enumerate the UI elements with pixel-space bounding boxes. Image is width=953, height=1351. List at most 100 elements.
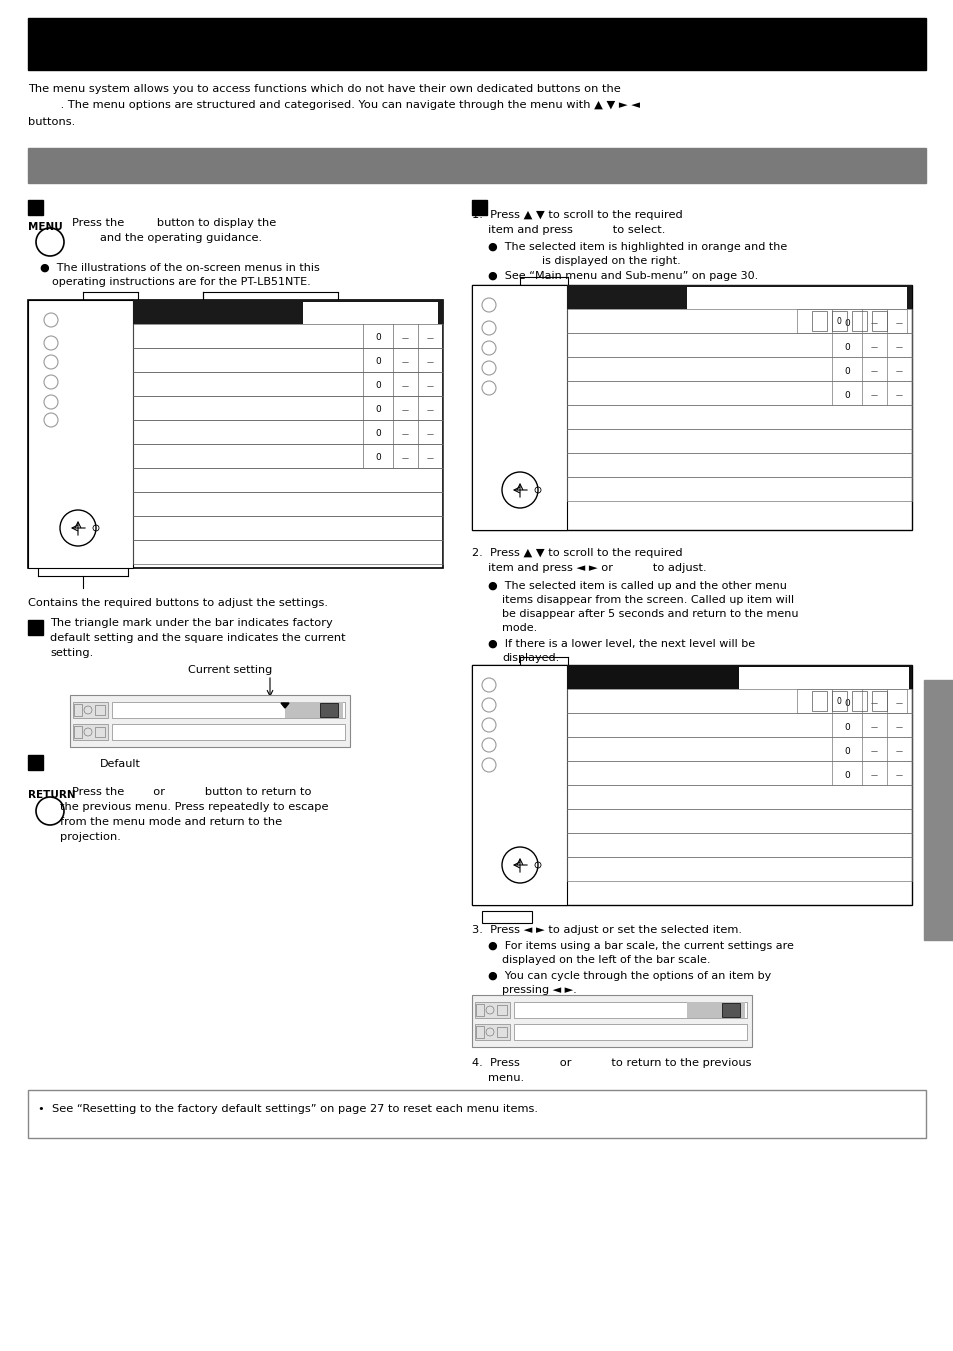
Bar xyxy=(796,689,906,713)
Polygon shape xyxy=(281,703,289,708)
Text: —: — xyxy=(895,345,902,350)
Text: —: — xyxy=(895,320,902,326)
Bar xyxy=(132,540,442,563)
Text: projection.: projection. xyxy=(60,832,121,842)
Text: ●  The selected item is highlighted in orange and the: ● The selected item is highlighted in or… xyxy=(488,242,786,253)
Text: —: — xyxy=(427,382,434,389)
Bar xyxy=(132,324,442,349)
Text: 0: 0 xyxy=(375,334,380,343)
Bar xyxy=(472,994,751,1047)
Bar xyxy=(739,667,908,689)
Bar xyxy=(831,311,846,331)
Bar xyxy=(566,430,911,453)
Text: mode.: mode. xyxy=(501,623,537,634)
Text: 0: 0 xyxy=(843,698,849,708)
Text: 0: 0 xyxy=(843,723,849,731)
Text: —: — xyxy=(401,455,409,461)
Bar xyxy=(497,1027,506,1038)
Bar xyxy=(132,372,442,396)
Bar xyxy=(566,405,911,430)
Bar xyxy=(497,1005,506,1015)
Text: pressing ◄ ►.: pressing ◄ ►. xyxy=(501,985,577,994)
Bar xyxy=(811,311,826,331)
Text: ●  See “Main menu and Sub-menu” on page 30.: ● See “Main menu and Sub-menu” on page 3… xyxy=(488,272,758,281)
Text: Default: Default xyxy=(99,759,140,769)
Text: 0: 0 xyxy=(843,319,849,327)
Bar xyxy=(566,285,911,309)
Bar xyxy=(70,694,350,747)
Text: —: — xyxy=(401,382,409,389)
Bar xyxy=(475,1024,510,1040)
Text: operating instructions are for the PT-LB51NTE.: operating instructions are for the PT-LB… xyxy=(52,277,311,286)
Text: 0: 0 xyxy=(836,697,841,707)
Bar xyxy=(303,303,437,324)
Text: —: — xyxy=(895,392,902,399)
Bar xyxy=(851,690,866,711)
Text: —: — xyxy=(895,724,902,730)
Text: ●  You can cycle through the options of an item by: ● You can cycle through the options of a… xyxy=(488,971,770,981)
Text: —: — xyxy=(870,724,877,730)
Text: —: — xyxy=(401,431,409,436)
Bar xyxy=(28,18,925,70)
Text: —: — xyxy=(870,771,877,778)
Bar xyxy=(566,689,911,713)
Bar xyxy=(476,1004,483,1016)
Bar xyxy=(132,516,442,540)
Text: from the menu mode and return to the: from the menu mode and return to the xyxy=(60,817,282,827)
Text: . The menu options are structured and categorised. You can navigate through the : . The menu options are structured and ca… xyxy=(28,100,639,109)
Bar xyxy=(132,492,442,516)
Bar xyxy=(811,690,826,711)
Text: •  See “Resetting to the factory default settings” on page 27 to reset each menu: • See “Resetting to the factory default … xyxy=(38,1104,537,1115)
Text: be disappear after 5 seconds and return to the menu: be disappear after 5 seconds and return … xyxy=(501,609,798,619)
Bar xyxy=(28,755,43,770)
Text: 3.  Press ◄ ► to adjust or set the selected item.: 3. Press ◄ ► to adjust or set the select… xyxy=(472,925,741,935)
Bar xyxy=(28,200,43,215)
Bar xyxy=(566,834,911,857)
Text: displayed on the left of the bar scale.: displayed on the left of the bar scale. xyxy=(501,955,710,965)
Text: —: — xyxy=(427,335,434,340)
Bar xyxy=(319,703,337,717)
Text: 0: 0 xyxy=(843,747,849,755)
Bar xyxy=(871,690,886,711)
Bar xyxy=(28,620,43,635)
Text: 0: 0 xyxy=(843,770,849,780)
Bar xyxy=(721,1002,740,1017)
Bar xyxy=(566,809,911,834)
Bar xyxy=(566,738,911,761)
Bar xyxy=(481,911,532,923)
Bar xyxy=(475,1002,510,1019)
Bar xyxy=(74,704,82,716)
Bar xyxy=(472,665,566,905)
Bar xyxy=(566,857,911,881)
Bar xyxy=(74,725,82,738)
Text: —: — xyxy=(870,320,877,326)
Bar xyxy=(28,300,442,567)
Text: —: — xyxy=(427,431,434,436)
Bar xyxy=(132,396,442,420)
Bar xyxy=(923,680,953,940)
Text: Press the         button to display the: Press the button to display the xyxy=(71,218,276,228)
Bar xyxy=(476,1025,483,1038)
Text: items disappear from the screen. Called up item will: items disappear from the screen. Called … xyxy=(501,594,793,605)
Text: The menu system allows you to access functions which do not have their own dedic: The menu system allows you to access fun… xyxy=(28,84,620,95)
Bar xyxy=(285,703,343,717)
Text: —: — xyxy=(401,359,409,365)
Bar xyxy=(73,703,108,717)
Text: the previous menu. Press repeatedly to escape: the previous menu. Press repeatedly to e… xyxy=(60,802,328,812)
Bar xyxy=(95,727,105,738)
Text: ●  The illustrations of the on-screen menus in this: ● The illustrations of the on-screen men… xyxy=(40,263,319,273)
Text: —: — xyxy=(427,407,434,413)
Text: displayed.: displayed. xyxy=(501,653,558,663)
Bar xyxy=(566,477,911,501)
Bar xyxy=(566,332,911,357)
Text: —: — xyxy=(427,359,434,365)
Text: —: — xyxy=(870,748,877,754)
Bar xyxy=(28,149,925,182)
Text: Press the        or           button to return to: Press the or button to return to xyxy=(71,788,312,797)
Text: 0: 0 xyxy=(375,405,380,415)
Text: ●  If there is a lower level, the next level will be: ● If there is a lower level, the next le… xyxy=(488,639,755,648)
Bar xyxy=(831,690,846,711)
Text: 0: 0 xyxy=(375,454,380,462)
Bar xyxy=(132,420,442,444)
Text: —: — xyxy=(895,700,902,707)
